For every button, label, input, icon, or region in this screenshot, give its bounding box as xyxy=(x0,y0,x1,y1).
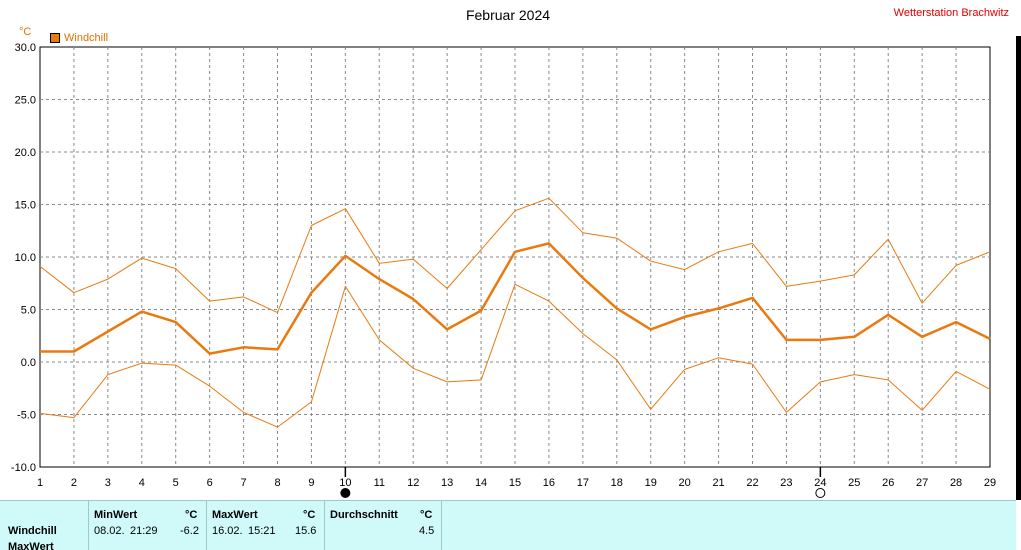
y-tick-label: 10.0 xyxy=(15,252,36,264)
max-header: MaxWert xyxy=(212,509,258,521)
stats-row-label: Windchill xyxy=(8,525,57,537)
x-tick-label: 24 xyxy=(814,477,826,489)
stats-divider xyxy=(88,501,89,550)
x-tick-label: 16 xyxy=(543,477,555,489)
y-tick-label: -10.0 xyxy=(11,462,36,474)
y-tick-label: 25.0 xyxy=(15,95,36,107)
x-tick-label: 13 xyxy=(441,477,453,489)
x-tick-label: 11 xyxy=(374,477,385,489)
x-tick-label: 29 xyxy=(984,477,996,489)
max-time: 15:21 xyxy=(248,525,276,537)
x-tick-label: 19 xyxy=(645,477,657,489)
x-tick-label: 7 xyxy=(241,477,247,489)
x-tick-label: 20 xyxy=(679,477,691,489)
station-name: Wetterstation Brachwitz xyxy=(894,7,1009,19)
max-value: 15.6 xyxy=(295,525,316,537)
x-tick-label: 1 xyxy=(37,477,43,489)
x-tick-label: 26 xyxy=(882,477,894,489)
y-tick-label: 30.0 xyxy=(15,42,36,54)
x-tick-label: 18 xyxy=(611,477,623,489)
x-tick-label: 3 xyxy=(105,477,111,489)
x-tick-label: 23 xyxy=(780,477,792,489)
max-unit: °C xyxy=(303,509,315,521)
x-tick-label: 25 xyxy=(848,477,860,489)
min-value: -6.2 xyxy=(180,525,199,537)
x-tick-label: 9 xyxy=(308,477,314,489)
x-tick-label: 5 xyxy=(173,477,179,489)
max-date: 16.02. xyxy=(212,525,243,537)
x-tick-label: 21 xyxy=(712,477,724,489)
x-tick-label: 28 xyxy=(950,477,962,489)
min-time: 21:29 xyxy=(130,525,158,537)
x-tick-label: 8 xyxy=(274,477,280,489)
stats-panel: Windchill MaxWert MinWert °C 08.02. 21:2… xyxy=(0,500,1016,550)
min-unit: °C xyxy=(185,509,197,521)
x-tick-label: 27 xyxy=(916,477,928,489)
avg-header: Durchschnitt xyxy=(330,509,398,521)
y-tick-label: 15.0 xyxy=(15,200,36,212)
chart-title: Februar 2024 xyxy=(0,7,1016,23)
full-moon-icon xyxy=(816,489,825,498)
stats-divider xyxy=(206,501,207,550)
x-tick-label: 10 xyxy=(339,477,351,489)
x-tick-label: 14 xyxy=(475,477,487,489)
x-tick-label: 4 xyxy=(139,477,145,489)
x-tick-label: 6 xyxy=(207,477,213,489)
legend-label: Windchill xyxy=(64,32,108,44)
x-tick-label: 15 xyxy=(509,477,521,489)
y-tick-label: 20.0 xyxy=(15,147,36,159)
min-header: MinWert xyxy=(94,509,137,521)
y-tick-label: 5.0 xyxy=(21,305,36,317)
new-moon-icon xyxy=(341,489,350,498)
x-tick-label: 12 xyxy=(407,477,419,489)
avg-value: 4.5 xyxy=(419,525,434,537)
x-tick-label: 22 xyxy=(746,477,758,489)
y-tick-label: -5.0 xyxy=(17,410,36,422)
y-tick-label: 0.0 xyxy=(21,357,36,369)
stats-divider xyxy=(324,501,325,550)
x-tick-label: 17 xyxy=(577,477,589,489)
legend: Windchill xyxy=(50,32,108,44)
legend-swatch xyxy=(50,33,60,43)
y-axis-unit: °C xyxy=(19,26,31,38)
min-date: 08.02. xyxy=(94,525,125,537)
x-tick-label: 2 xyxy=(71,477,77,489)
avg-unit: °C xyxy=(420,509,432,521)
right-edge-bar xyxy=(1016,36,1021,500)
stats-divider xyxy=(441,501,442,550)
